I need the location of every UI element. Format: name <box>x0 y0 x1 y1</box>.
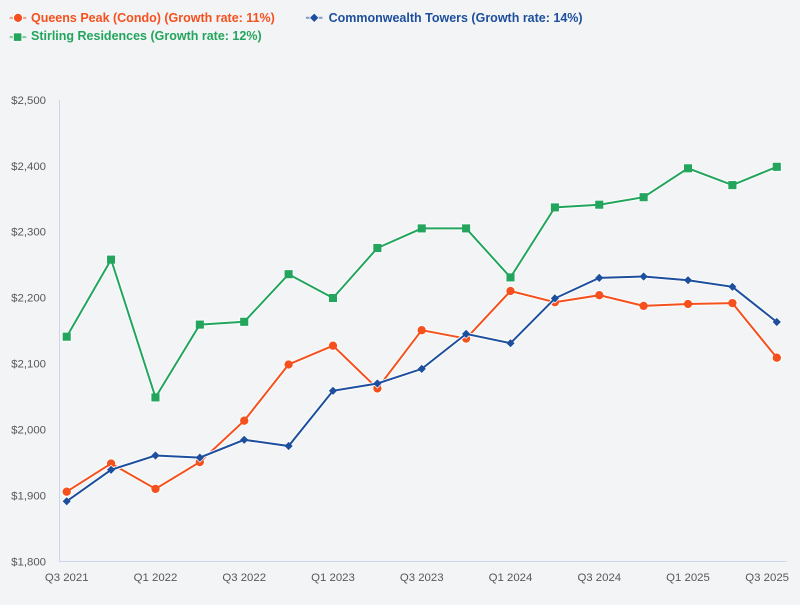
svg-text:Q3 2021: Q3 2021 <box>45 572 89 584</box>
svg-text:$2,100: $2,100 <box>11 359 46 371</box>
svg-text:$2,000: $2,000 <box>11 425 46 437</box>
svg-text:$2,500: $2,500 <box>11 95 46 107</box>
svg-text:$2,200: $2,200 <box>11 293 46 305</box>
svg-text:Stirling Residences (Growth ra: Stirling Residences (Growth rate: 12%) <box>31 29 262 43</box>
svg-text:Q1 2023: Q1 2023 <box>311 572 355 584</box>
svg-text:$2,400: $2,400 <box>11 161 46 173</box>
svg-text:Q3 2023: Q3 2023 <box>400 572 444 584</box>
svg-text:$2,300: $2,300 <box>11 227 46 239</box>
svg-text:Q3 2022: Q3 2022 <box>222 572 266 584</box>
svg-text:Q1 2024: Q1 2024 <box>489 572 533 584</box>
svg-text:Q3 2024: Q3 2024 <box>577 572 621 584</box>
svg-text:$1,900: $1,900 <box>11 491 46 503</box>
svg-text:Q1 2022: Q1 2022 <box>134 572 178 584</box>
svg-text:Queens Peak (Condo) (Growth ra: Queens Peak (Condo) (Growth rate: 11%) <box>31 11 275 25</box>
svg-text:Commonwealth Towers (Growth ra: Commonwealth Towers (Growth rate: 14%) <box>329 11 583 25</box>
svg-text:$1,800: $1,800 <box>11 557 46 569</box>
svg-text:Q1 2025: Q1 2025 <box>666 572 710 584</box>
svg-text:Q3 2025: Q3 2025 <box>745 572 789 584</box>
